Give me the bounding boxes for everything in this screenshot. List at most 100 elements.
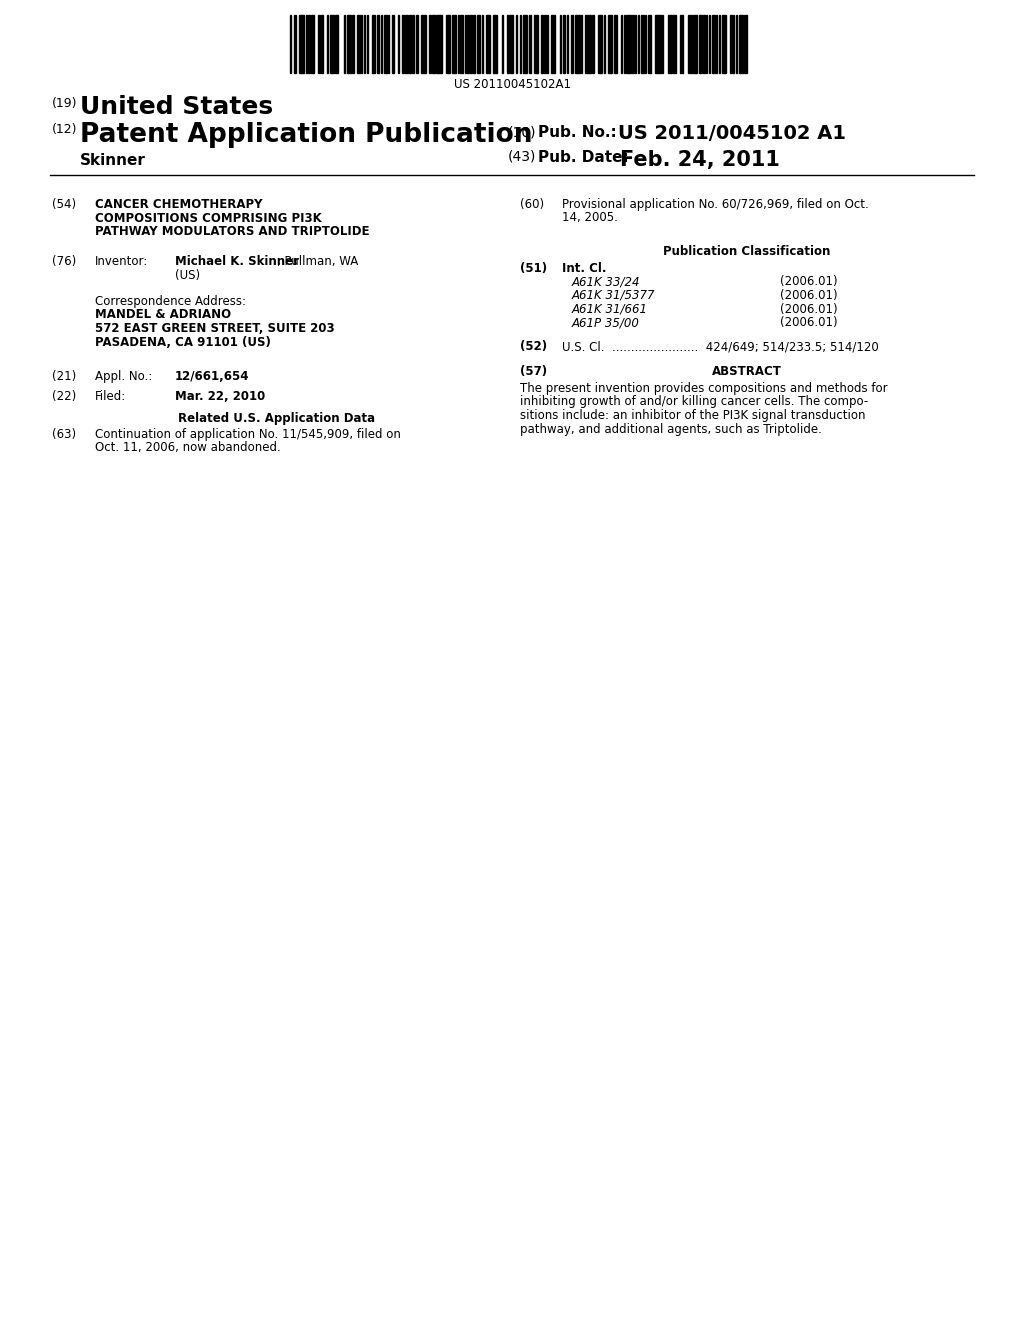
Text: A61K 31/661: A61K 31/661 [572, 302, 648, 315]
Bar [477, 15, 480, 73]
Bar [516, 15, 517, 73]
Bar [327, 15, 329, 73]
Bar [571, 15, 572, 73]
Bar [392, 15, 393, 73]
Bar [473, 15, 474, 73]
Bar [575, 15, 580, 73]
Text: Pub. No.:: Pub. No.: [538, 125, 616, 140]
Text: Provisional application No. 60/726,969, filed on Oct.: Provisional application No. 60/726,969, … [562, 198, 868, 211]
Text: Appl. No.:: Appl. No.: [95, 370, 153, 383]
Bar [730, 15, 731, 73]
Text: US 2011/0045102 A1: US 2011/0045102 A1 [618, 124, 846, 143]
Bar [481, 15, 483, 73]
Bar [635, 15, 637, 73]
Bar [706, 15, 708, 73]
Bar [738, 15, 742, 73]
Bar [544, 15, 546, 73]
Bar [608, 15, 612, 73]
Bar [330, 15, 334, 73]
Bar [322, 15, 323, 73]
Bar [535, 15, 539, 73]
Bar [613, 15, 616, 73]
Bar [560, 15, 561, 73]
Bar [336, 15, 338, 73]
Bar [465, 15, 466, 73]
Bar [520, 15, 521, 73]
Text: (19): (19) [52, 96, 78, 110]
Text: PASADENA, CA 91101 (US): PASADENA, CA 91101 (US) [95, 335, 271, 348]
Bar [687, 15, 689, 73]
Bar [510, 15, 513, 73]
Bar [347, 15, 351, 73]
Bar [648, 15, 650, 73]
Bar [699, 15, 701, 73]
Bar [388, 15, 389, 73]
Text: (57): (57) [520, 366, 547, 378]
Bar [736, 15, 737, 73]
Bar [703, 15, 705, 73]
Text: (22): (22) [52, 389, 76, 403]
Bar [421, 15, 426, 73]
Text: sitions include: an inhibitor of the PI3K signal transduction: sitions include: an inhibitor of the PI3… [520, 409, 865, 422]
Text: Correspondence Address:: Correspondence Address: [95, 294, 246, 308]
Bar [551, 15, 555, 73]
Bar [662, 15, 664, 73]
Text: (12): (12) [52, 123, 78, 136]
Bar [624, 15, 625, 73]
Bar [402, 15, 403, 73]
Text: (60): (60) [520, 198, 544, 211]
Bar [627, 15, 631, 73]
Bar [305, 15, 307, 73]
Text: Michael K. Skinner: Michael K. Skinner [175, 255, 299, 268]
Bar [645, 15, 646, 73]
Text: A61K 33/24: A61K 33/24 [572, 276, 640, 289]
Text: Oct. 11, 2006, now abandoned.: Oct. 11, 2006, now abandoned. [95, 441, 281, 454]
Text: (52): (52) [520, 341, 547, 352]
Bar [470, 15, 472, 73]
Bar [593, 15, 594, 73]
Bar [461, 15, 463, 73]
Bar [507, 15, 509, 73]
Text: CANCER CHEMOTHERAPY: CANCER CHEMOTHERAPY [95, 198, 262, 211]
Text: (43): (43) [508, 150, 537, 164]
Bar [373, 15, 375, 73]
Bar [733, 15, 734, 73]
Bar [436, 15, 442, 73]
Text: A61K 31/5377: A61K 31/5377 [572, 289, 655, 302]
Bar [693, 15, 697, 73]
Bar [318, 15, 319, 73]
Bar [384, 15, 386, 73]
Bar [377, 15, 380, 73]
Bar [486, 15, 490, 73]
Text: Publication Classification: Publication Classification [664, 246, 830, 257]
Bar [406, 15, 408, 73]
Bar [446, 15, 451, 73]
Bar [299, 15, 304, 73]
Text: (63): (63) [52, 428, 76, 441]
Bar [528, 15, 531, 73]
Bar [361, 15, 362, 73]
Text: Mar. 22, 2010: Mar. 22, 2010 [175, 389, 265, 403]
Text: US 20110045102A1: US 20110045102A1 [454, 78, 570, 91]
Bar [709, 15, 711, 73]
Bar [722, 15, 726, 73]
Text: (US): (US) [175, 268, 200, 281]
Text: (2006.01): (2006.01) [780, 315, 838, 329]
Bar [716, 15, 718, 73]
Bar [562, 15, 565, 73]
Text: (21): (21) [52, 370, 76, 383]
Text: The present invention provides compositions and methods for: The present invention provides compositi… [520, 381, 888, 395]
Bar [294, 15, 296, 73]
Bar [364, 15, 366, 73]
Bar [352, 15, 354, 73]
Bar [632, 15, 634, 73]
Bar [410, 15, 411, 73]
Bar [429, 15, 430, 73]
Text: A61P 35/00: A61P 35/00 [572, 315, 640, 329]
Bar [398, 15, 399, 73]
Text: Filed:: Filed: [95, 389, 126, 403]
Bar [308, 15, 310, 73]
Text: (76): (76) [52, 255, 76, 268]
Bar [356, 15, 359, 73]
Bar [381, 15, 382, 73]
